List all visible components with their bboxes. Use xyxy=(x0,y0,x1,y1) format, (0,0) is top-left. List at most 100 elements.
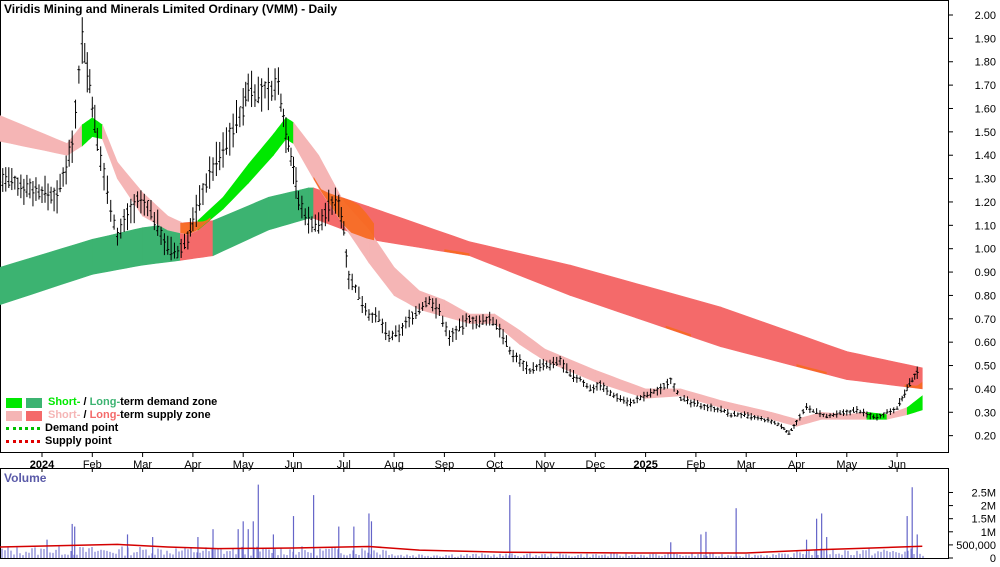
zones-layer xyxy=(0,115,923,427)
price-tick-label: 1.10 xyxy=(975,220,996,232)
crossover-zone xyxy=(796,364,827,375)
legend-swatch-long-demand xyxy=(26,397,42,408)
short-term-zone-demand xyxy=(273,116,287,157)
price-tick-label: 0.90 xyxy=(975,267,996,279)
legend-short-label: Short- xyxy=(48,396,81,408)
price-candles xyxy=(0,17,919,435)
chart-title: Viridis Mining and Minerals Limited Ordi… xyxy=(4,2,338,16)
short-term-zone-supply xyxy=(720,400,772,420)
month-label: Jul xyxy=(337,459,351,471)
legend-swatch-long-supply xyxy=(26,410,42,421)
volume-layer xyxy=(0,484,924,558)
legend-swatch-short-demand xyxy=(6,397,22,408)
price-tick-label: 0.80 xyxy=(975,290,996,302)
short-term-zone-supply xyxy=(102,124,118,179)
short-term-zone-supply xyxy=(293,121,319,190)
short-term-zone-demand xyxy=(906,395,923,416)
short-term-zone-demand xyxy=(81,117,93,147)
price-tick-label: 1.40 xyxy=(975,150,996,162)
short-term-zone-supply xyxy=(594,369,646,399)
short-term-zone-supply xyxy=(544,348,596,383)
crossover-zone xyxy=(904,381,923,389)
long-term-zone-supply xyxy=(368,206,470,257)
price-tick-label: 1.00 xyxy=(975,244,996,256)
short-term-zone-supply xyxy=(117,161,143,217)
legend-supply-zone: Short- / Long- term supply zone xyxy=(6,409,217,422)
volume-moving-average xyxy=(0,543,923,554)
crossover-zone xyxy=(665,325,691,337)
month-label: May xyxy=(233,459,254,471)
volume-label: Volume xyxy=(4,471,47,485)
month-label: Oct xyxy=(486,459,503,471)
price-frame xyxy=(0,0,949,453)
short-term-zone-demand xyxy=(285,117,294,145)
month-label: Aug xyxy=(384,459,404,471)
volume-tick-label: 1.5M xyxy=(972,514,996,526)
month-label: 2024 xyxy=(30,459,55,471)
month-label: Dec xyxy=(586,459,606,471)
month-label: Sep xyxy=(435,459,455,471)
legend-demand-zone: Short- / Long- term demand zone xyxy=(6,396,217,409)
crossover-zone xyxy=(313,176,374,241)
price-tick-label: 1.20 xyxy=(975,197,996,209)
legend-supply-text: term supply zone xyxy=(120,409,211,421)
short-term-zone-supply xyxy=(0,115,68,156)
price-tick-label: 0.50 xyxy=(975,361,996,373)
price-tick-label: 0.60 xyxy=(975,337,996,349)
legend-separator: / xyxy=(80,409,90,421)
legend-supply-dots xyxy=(6,440,40,443)
legend-supply-point: Supply point xyxy=(6,435,217,448)
month-label: Mar xyxy=(737,459,756,471)
legend-demand-text: term demand zone xyxy=(120,396,218,408)
volume-tick-label: 500,000 xyxy=(956,540,996,552)
price-tick-label: 0.20 xyxy=(975,431,996,443)
price-tick-label: 2.00 xyxy=(975,10,996,22)
price-tick-label: 1.30 xyxy=(975,174,996,186)
long-term-zone-supply xyxy=(469,241,571,296)
long-term-zone-demand xyxy=(308,187,314,219)
price-tick-label: 1.60 xyxy=(975,103,996,115)
axes-layer: 2.00 1.90 1.80 1.70 1.60 1.50 1.40 1.30 1.20 1.10… xyxy=(30,10,996,565)
month-label: Mar xyxy=(133,459,152,471)
price-tick-label: 0.30 xyxy=(975,407,996,419)
volume-tick-label: 2M xyxy=(981,501,996,513)
month-label: Feb xyxy=(83,459,102,471)
legend-short-label: Short- xyxy=(48,409,81,421)
volume-tick-label: 1M xyxy=(981,527,996,539)
month-label: May xyxy=(836,459,857,471)
volume-tick-label: 2.5M xyxy=(972,487,996,499)
legend-long-label: Long- xyxy=(89,396,121,408)
legend-demand-dots xyxy=(6,427,40,430)
long-term-zone-demand xyxy=(0,238,93,306)
grid-layer xyxy=(0,0,949,559)
legend: Short- / Long- term demand zone Short- /… xyxy=(6,396,217,448)
month-label: Apr xyxy=(788,459,805,471)
legend-separator: / xyxy=(80,396,90,408)
long-term-zone-supply xyxy=(846,351,923,390)
long-term-zone-demand xyxy=(268,187,309,231)
short-term-zone-supply xyxy=(393,266,420,311)
legend-long-label: Long- xyxy=(89,409,121,421)
crossover-zone xyxy=(444,249,470,256)
volume-frame xyxy=(0,468,949,559)
long-term-zone-supply xyxy=(569,264,722,348)
price-tick-label: 1.50 xyxy=(975,127,996,139)
legend-supply-point-text: Supply point xyxy=(45,435,112,447)
price-tick-label: 1.90 xyxy=(975,33,996,45)
volume-tick-label: 0 xyxy=(990,553,996,562)
crossover-zone xyxy=(180,217,211,235)
month-label: 2025 xyxy=(633,459,657,471)
month-label: Feb xyxy=(686,459,705,471)
legend-demand-point: Demand point xyxy=(6,422,217,435)
price-tick-label: 0.70 xyxy=(975,314,996,326)
price-tick-label: 0.40 xyxy=(975,384,996,396)
legend-swatch-short-supply xyxy=(6,410,22,421)
short-term-zone-supply xyxy=(519,329,546,362)
month-label: Jun xyxy=(285,459,303,471)
price-tick-label: 1.80 xyxy=(975,57,996,69)
short-term-zone-demand xyxy=(222,163,249,210)
legend-demand-point-text: Demand point xyxy=(45,422,119,434)
short-term-zone-demand xyxy=(247,133,274,185)
